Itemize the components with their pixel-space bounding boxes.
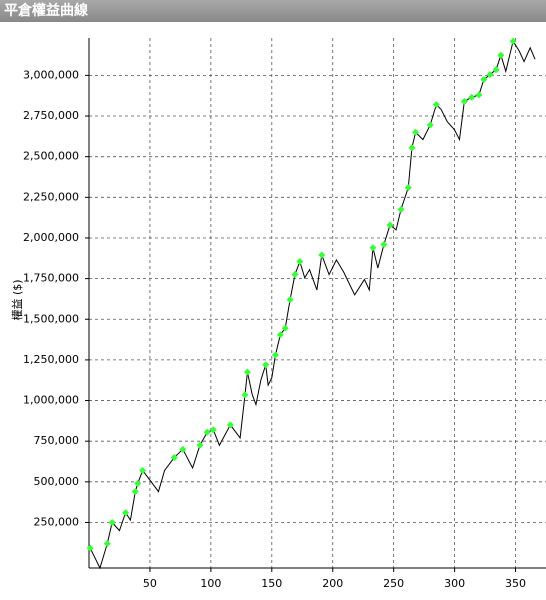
- new-high-marker: [139, 466, 147, 474]
- new-high-marker: [122, 509, 130, 517]
- new-high-marker: [170, 453, 178, 461]
- equity-line: [89, 39, 536, 570]
- new-high-marker: [380, 240, 388, 248]
- y-tick-label: 2,000,000: [23, 231, 79, 244]
- new-high-marker: [486, 71, 494, 79]
- new-high-marker: [291, 271, 299, 279]
- chart: 權益 ($) 250,000 500,000 750,000 1,000,000 1,2…: [10, 37, 546, 590]
- new-high-marker: [475, 91, 483, 99]
- new-high-marker: [103, 540, 111, 548]
- new-high-marker: [497, 51, 505, 59]
- x-tick-label: 250: [383, 577, 404, 590]
- new-high-marker: [432, 101, 440, 109]
- x-tick-label: 200: [322, 577, 343, 590]
- new-high-marker: [509, 37, 517, 45]
- x-tick-label: 100: [200, 577, 221, 590]
- y-tick-label: 1,250,000: [23, 353, 79, 366]
- y-tick-label: 750,000: [34, 434, 80, 447]
- x-tick-label: 50: [143, 577, 157, 590]
- y-tick-label: 500,000: [34, 475, 80, 488]
- new-high-marker: [412, 128, 420, 136]
- new-high-marker: [286, 296, 294, 304]
- y-tick-label: 3,000,000: [23, 68, 79, 81]
- new-high-marker: [369, 244, 377, 252]
- y-tick-label: 1,000,000: [23, 394, 79, 407]
- new-high-marker: [397, 206, 405, 214]
- y-tick-label: 1,750,000: [23, 272, 79, 285]
- new-high-marker: [276, 331, 284, 339]
- new-high-marker: [480, 75, 488, 83]
- y-tick-label: 2,750,000: [23, 109, 79, 122]
- new-high-marker: [241, 391, 249, 399]
- new-high-marker: [243, 368, 251, 376]
- new-high-marker: [108, 518, 116, 526]
- y-tick-label: 250,000: [34, 515, 80, 528]
- new-high-marker: [492, 66, 500, 74]
- new-high-marker: [426, 121, 434, 129]
- new-high-marker: [226, 421, 234, 429]
- new-high-marker: [404, 184, 412, 192]
- y-tick-label: 2,500,000: [23, 150, 79, 163]
- y-axis-label: 權益 ($): [10, 279, 24, 320]
- new-high-marker: [86, 544, 94, 552]
- x-tick-label: 300: [444, 577, 465, 590]
- new-high-marker: [408, 144, 416, 152]
- chart-title: 平倉權益曲線: [0, 0, 546, 22]
- x-tick-label: 150: [261, 577, 282, 590]
- y-tick-label: 2,250,000: [23, 190, 79, 203]
- new-high-marker: [196, 441, 204, 449]
- new-high-marker: [296, 258, 304, 266]
- new-high-marker: [281, 324, 289, 332]
- new-high-marker: [262, 361, 270, 369]
- new-high-marker: [203, 428, 211, 436]
- new-high-marker: [179, 445, 187, 453]
- y-tick-label: 1,500,000: [23, 312, 79, 325]
- new-high-marker: [318, 251, 326, 259]
- new-high-marker: [131, 488, 139, 496]
- new-high-marker: [460, 97, 468, 105]
- x-tick-label: 350: [505, 577, 526, 590]
- new-high-marker: [134, 479, 142, 487]
- new-high-marker: [386, 221, 394, 229]
- new-high-marker: [271, 351, 279, 359]
- new-high-marker: [209, 426, 217, 434]
- new-high-marker: [468, 93, 476, 101]
